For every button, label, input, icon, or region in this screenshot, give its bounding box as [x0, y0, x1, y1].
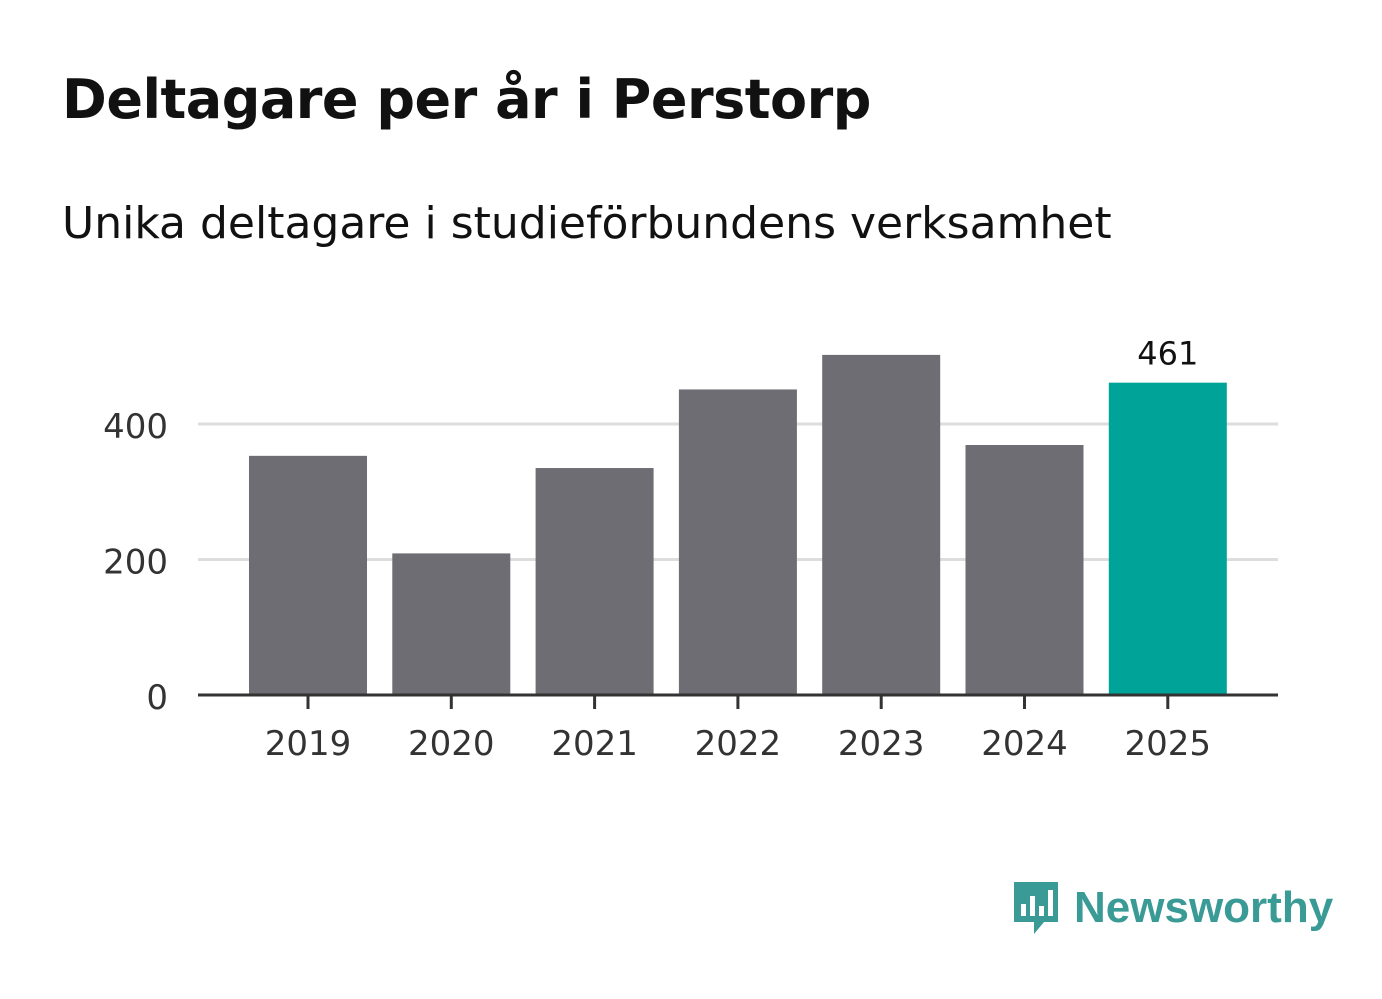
chart-subtitle: Unika deltagare i studieförbundens verks…: [62, 198, 1112, 249]
x-tick-label-2021: 2021: [551, 724, 638, 764]
bar-2020: [392, 553, 511, 695]
y-tick-label: 200: [103, 543, 168, 583]
bar-2023: [822, 354, 941, 695]
x-tick-label-2023: 2023: [838, 724, 925, 764]
x-tick-label-2022: 2022: [695, 724, 782, 764]
x-tick-label-2025: 2025: [1125, 724, 1212, 764]
y-tick-label: 0: [146, 678, 168, 718]
data-label-2025: 461: [1137, 335, 1198, 373]
bar-2025: [1108, 382, 1227, 695]
brand-logo: Newsworthy: [1010, 878, 1333, 938]
y-tick-label: 400: [103, 407, 168, 447]
bar-chart-speech-bubble-icon: [1014, 882, 1058, 934]
bar-2021: [535, 468, 654, 695]
brand-name: Newsworthy: [1074, 883, 1334, 932]
bar-2022: [678, 389, 797, 695]
bar-2024: [965, 445, 1084, 695]
bar-2019: [249, 455, 367, 695]
x-tick-label-2019: 2019: [265, 724, 352, 764]
chart-title: Deltagare per år i Perstorp: [62, 68, 871, 131]
x-tick-label-2020: 2020: [408, 724, 495, 764]
x-tick-label-2024: 2024: [981, 724, 1068, 764]
